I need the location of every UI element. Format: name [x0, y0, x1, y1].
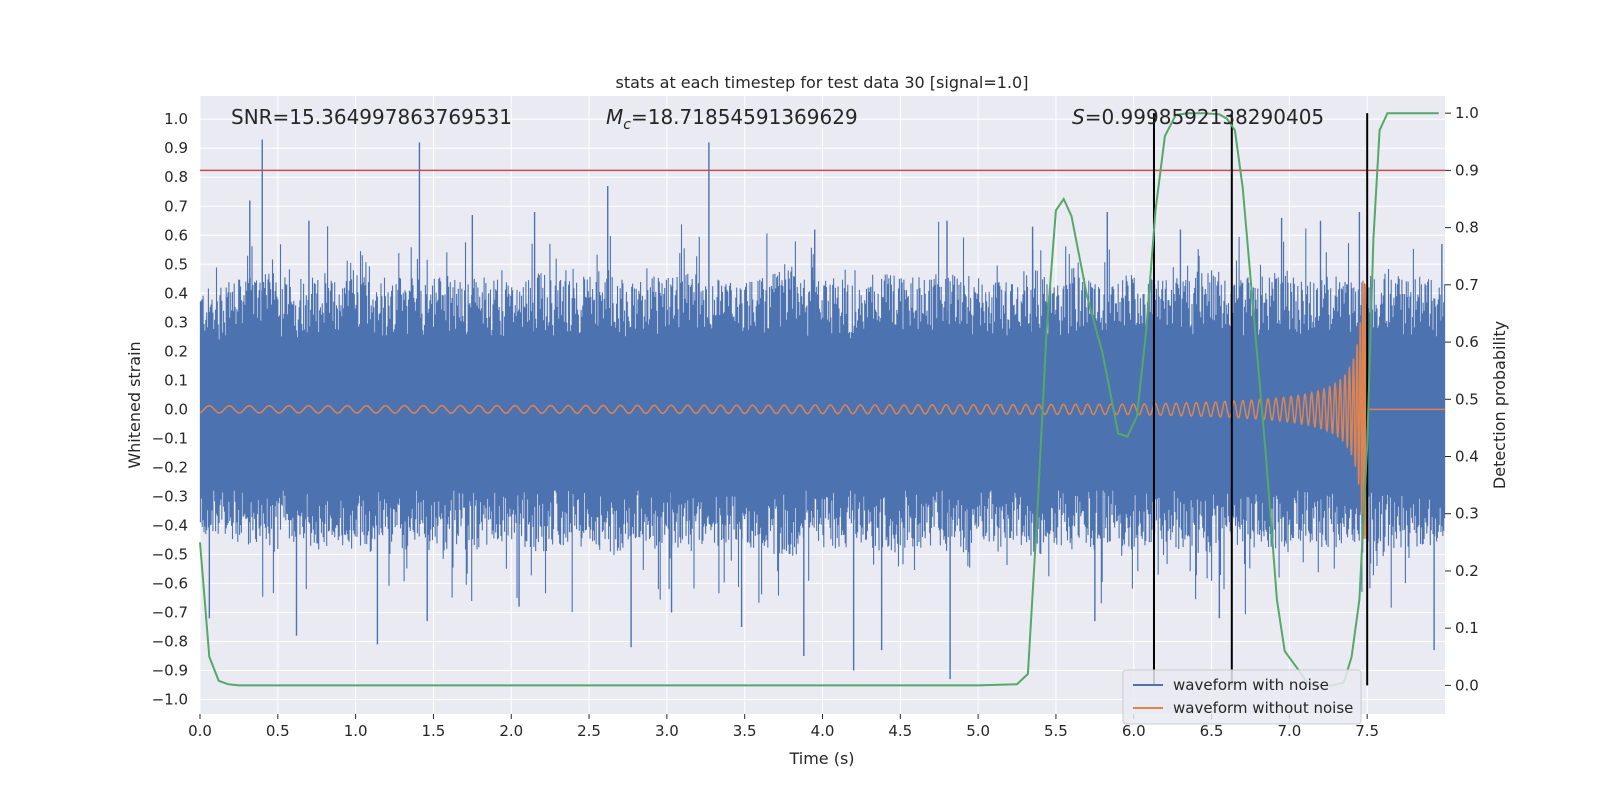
x-tick-label: 6.0: [1122, 722, 1146, 740]
legend-label-noisy: waveform with noise: [1173, 676, 1329, 694]
y-left-tick-label: 0.5: [164, 255, 188, 273]
noisy-waveform-core: [200, 351, 1445, 491]
legend: waveform with noise waveform without noi…: [1122, 669, 1362, 725]
y-right-tick-label: 0.9: [1455, 161, 1479, 179]
y-right-tick-label: 0.1: [1455, 619, 1479, 637]
y-left-tick-label: 0.3: [164, 313, 188, 331]
marker-lines: [1152, 113, 1369, 686]
x-tick-label: 6.5: [1200, 722, 1224, 740]
clean-waveform-line: [199, 280, 1445, 539]
probability-series: [199, 112, 1439, 687]
x-tick-label: 7.0: [1277, 722, 1301, 740]
noisy-waveform-series: [199, 139, 1446, 680]
y-left-tick-label: −0.6: [152, 574, 188, 592]
y-left-tick-label: 0.8: [164, 168, 188, 186]
y-right-tick-label: 0.8: [1455, 219, 1479, 237]
y-right-tick-label: 0.6: [1455, 333, 1479, 351]
y-left-tick-label: 0.7: [164, 197, 188, 215]
y-left-tick-label: 0.1: [164, 371, 188, 389]
y-left-tick-label: 0.4: [164, 284, 188, 302]
y-right-tick-label: 0.2: [1455, 562, 1479, 580]
x-tick-label: 4.5: [888, 722, 912, 740]
y-right-tick-label: 0.4: [1455, 448, 1479, 466]
x-tick-label: 2.5: [577, 722, 601, 740]
y-axis-label-left: Whitened strain: [125, 341, 144, 468]
y-left-tick-label: −0.8: [152, 632, 188, 650]
y-left-tick-label: −0.5: [152, 545, 188, 563]
y-left-tick-label: 1.0: [164, 110, 188, 128]
score-value: =0.9998592138290405: [1085, 105, 1324, 129]
chart-title: stats at each timestep for test data 30 …: [616, 73, 1029, 92]
legend-box: [1122, 669, 1362, 725]
x-tick-label: 3.0: [655, 722, 679, 740]
chirp-mass-subscript: c: [623, 117, 631, 133]
x-tick-label: 1.5: [422, 722, 446, 740]
y-left-tick-label: 0.9: [164, 139, 188, 157]
y-left-tick-label: −0.1: [152, 429, 188, 447]
y-right-tick-label: 1.0: [1455, 104, 1479, 122]
chirp-mass-value: =18.71854591369629: [631, 105, 858, 129]
probability-line: [199, 112, 1439, 687]
x-tick-label: 0.0: [188, 722, 212, 740]
x-tick-label: 5.5: [1044, 722, 1068, 740]
detection-score-annotation: S=0.9998592138290405: [1072, 105, 1324, 129]
score-symbol: S: [1072, 105, 1085, 129]
x-tick-label: 2.0: [499, 722, 523, 740]
x-tick-label: 5.0: [966, 722, 990, 740]
y-left-tick-label: −0.7: [152, 603, 188, 621]
tick-labels: 0.0 0.5 1.0 1.5 2.0 2.5 3.0 3.5 4.0 4.5 5.0 5.5 6.0 6…: [152, 104, 1479, 740]
y-left-tick-label: −0.2: [152, 458, 188, 476]
snr-annotation: SNR=15.364997863769531: [231, 105, 512, 129]
y-left-tick-label: 0.6: [164, 226, 188, 244]
chirp-mass-symbol: M: [606, 105, 623, 129]
clean-waveform-series: [199, 280, 1445, 539]
y-right-tick-label: 0.3: [1455, 505, 1479, 523]
y-left-tick-label: −0.4: [152, 516, 188, 534]
y-axis-label-right: Detection probability: [1490, 321, 1509, 489]
y-right-tick-label: 0.0: [1455, 676, 1479, 694]
y-left-tick-label: −1.0: [152, 690, 188, 708]
chirp-mass-annotation: Mc=18.71854591369629: [606, 105, 858, 133]
x-tick-label: 7.5: [1355, 722, 1379, 740]
x-axis-label: Time (s): [788, 749, 854, 768]
legend-label-clean: waveform without noise: [1173, 699, 1353, 717]
x-tick-label: 1.0: [344, 722, 368, 740]
y-right-tick-label: 0.7: [1455, 276, 1479, 294]
y-left-tick-label: −0.3: [152, 487, 188, 505]
x-tick-label: 4.0: [811, 722, 835, 740]
y-right-tick-label: 0.5: [1455, 390, 1479, 408]
y-left-tick-label: 0.0: [164, 400, 188, 418]
x-tick-label: 0.5: [266, 722, 290, 740]
x-tick-label: 3.5: [733, 722, 757, 740]
y-left-tick-label: −0.9: [152, 661, 188, 679]
y-left-tick-label: 0.2: [164, 342, 188, 360]
